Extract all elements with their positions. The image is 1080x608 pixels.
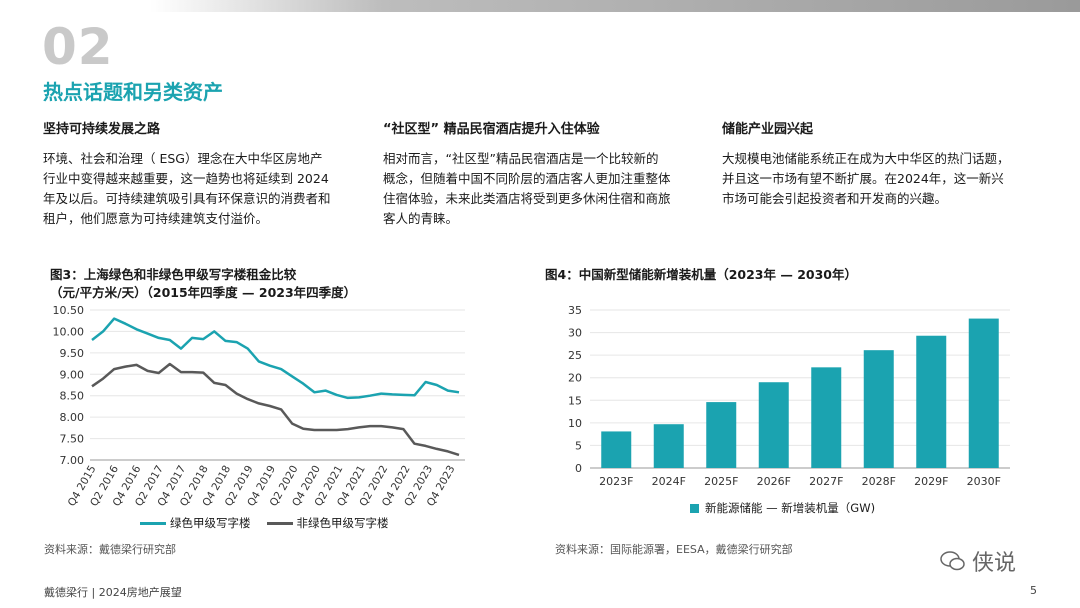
- bar-chart: 35 30 25 20 15 10 5 0 2023F 2024F 2025F 2026F 2027F 2…: [568, 304, 1010, 488]
- x-tick-label: 2027F: [809, 475, 843, 488]
- bar: [601, 431, 632, 468]
- y-tick-label: 10.50: [53, 304, 85, 317]
- line-chart-title: 图3：上海绿色和非绿色甲级写字楼租金比较 （元/平方米/天）（2015年四季度 …: [50, 267, 357, 300]
- series-line: [91, 362, 460, 457]
- page-number: 5: [1030, 584, 1037, 597]
- bar-chart-title: 图4：中国新型储能新增装机量（2023年 — 2030年）: [545, 267, 857, 282]
- bar: [811, 367, 842, 468]
- y-tick-label: 35: [568, 304, 582, 317]
- legend-label-storage: 新能源储能 — 新增装机量（GW): [705, 501, 876, 515]
- x-tick-label: 2030F: [967, 475, 1001, 488]
- y-tick-label: 20: [568, 372, 582, 385]
- column-body: 相对而言，“社区型”精品民宿酒店是一个比较新的 概念，但随着中国不同阶层的酒店客…: [383, 151, 671, 226]
- column-body: 环境、社会和治理（ ESG）理念在大中华区房地产 行业中变得越来越重要，这一趋势…: [43, 151, 331, 226]
- x-tick-label: 2025F: [704, 475, 738, 488]
- y-tick-label: 10: [568, 417, 582, 430]
- bar-chart-legend: 新能源储能 — 新增装机量（GW): [690, 500, 875, 516]
- y-tick-label: 8.00: [60, 411, 85, 424]
- y-tick-label: 8.50: [60, 390, 85, 403]
- column-heading: 储能产业园兴起: [722, 122, 814, 137]
- legend-label-green: 绿色甲级写字楼: [170, 516, 251, 530]
- y-tick-label: 25: [568, 349, 582, 362]
- y-tick-label: 15: [568, 394, 582, 407]
- bar: [916, 335, 947, 468]
- y-tick-label: 30: [568, 327, 582, 340]
- footer-text: 戴德梁行 | 2024房地产展望: [44, 586, 182, 599]
- bar: [863, 350, 894, 468]
- bar: [758, 382, 789, 468]
- wechat-icon: [940, 551, 965, 571]
- y-tick-label: 9.00: [60, 368, 85, 381]
- line-chart-source: 资料来源：戴德梁行研究部: [44, 543, 176, 556]
- y-tick-label: 9.50: [60, 347, 85, 360]
- bar: [653, 424, 684, 468]
- line-chart-legend: 绿色甲级写字楼 非绿色甲级写字楼: [140, 515, 389, 531]
- top-accent-bar: [150, 0, 1080, 12]
- section-title: 热点话题和另类资产: [43, 80, 223, 104]
- column-body: 大规模电池储能系统正在成为大中华区的热门话题， 并且这一市场有望不断扩展。在20…: [722, 151, 1010, 206]
- watermark-text: 侠说: [972, 551, 1017, 576]
- column-sustainability: 坚持可持续发展之路 环境、社会和治理（ ESG）理念在大中华区房地产 行业中变得…: [43, 118, 373, 229]
- series-line: [91, 317, 460, 400]
- column-heading: “社区型” 精品民宿酒店提升入住体验: [383, 122, 600, 137]
- column-heading: 坚持可持续发展之路: [43, 122, 161, 137]
- bar: [706, 402, 737, 468]
- y-tick-label: 7.50: [60, 433, 85, 446]
- bar: [968, 318, 999, 468]
- x-tick-label: 2024F: [652, 475, 686, 488]
- legend-swatch-nongreen: [266, 521, 293, 525]
- x-tick-label: 2023F: [599, 475, 633, 488]
- y-tick-label: 5: [575, 439, 582, 452]
- x-tick-label: 2029F: [914, 475, 948, 488]
- bar-chart-source: 资料来源：国际能源署，EESA，戴德梁行研究部: [555, 543, 793, 556]
- line-chart-subtitle: （元/平方米/天）（2015年四季度 — 2023年四季度）: [50, 285, 357, 300]
- column-boutique-hotel: “社区型” 精品民宿酒店提升入住体验 相对而言，“社区型”精品民宿酒店是一个比较…: [383, 118, 713, 229]
- x-tick-label: 2026F: [757, 475, 791, 488]
- x-tick-label: 2028F: [862, 475, 896, 488]
- legend-swatch-storage: [690, 503, 699, 513]
- column-energy-storage: 储能产业园兴起 大规模电池储能系统正在成为大中华区的热门话题， 并且这一市场有望…: [722, 118, 1052, 209]
- y-tick-label: 0: [575, 462, 582, 475]
- section-number: 02: [42, 18, 114, 76]
- watermark: 侠说: [940, 545, 1016, 577]
- legend-swatch-green: [140, 521, 166, 525]
- y-tick-label: 10.00: [53, 325, 85, 338]
- legend-label-nongreen: 非绿色甲级写字楼: [296, 516, 389, 530]
- y-tick-label: 7.00: [60, 454, 85, 467]
